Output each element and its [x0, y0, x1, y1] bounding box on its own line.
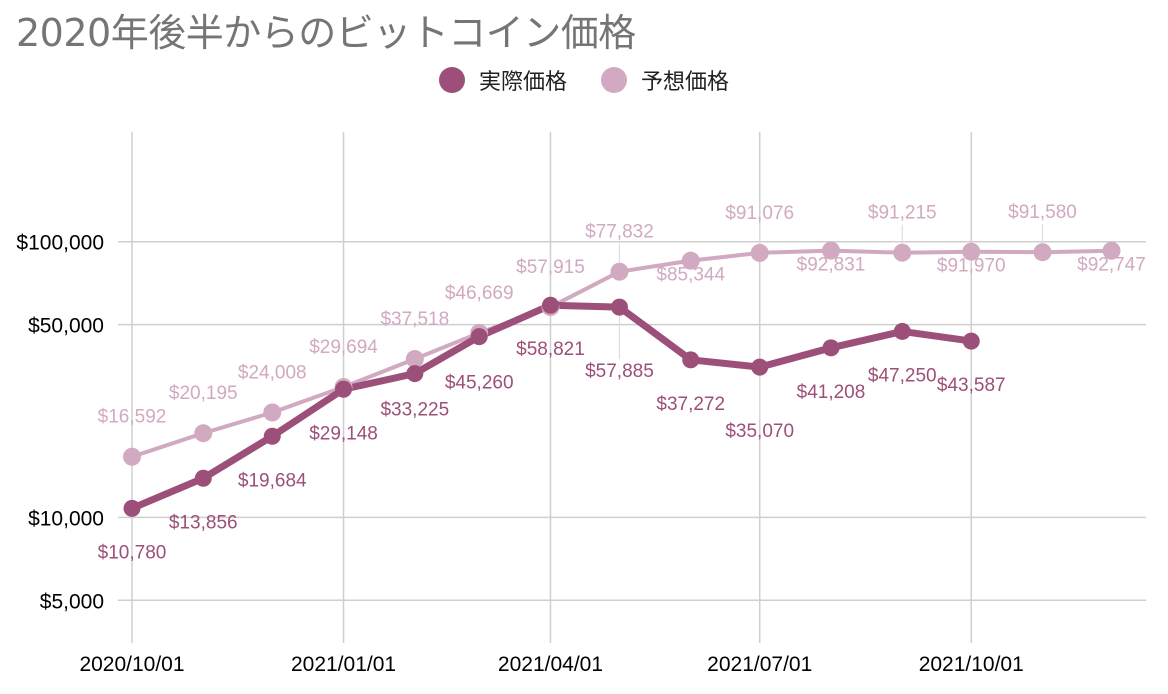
data-label-actual: $41,208 [797, 382, 866, 403]
chart-title: 2020年後半からのビットコイン価格 [16, 11, 636, 55]
legend-label-actual: 実際価格 [478, 70, 567, 95]
data-point-forecast [405, 350, 424, 369]
axis-ticks-layer: $5,000 $10,000 $50,000 $100,000 2020/10/01 20… [16, 232, 1023, 676]
y-tick-label: $5,000 [40, 590, 104, 613]
data-point-forecast [263, 403, 282, 422]
data-label-forecast: $92,747 [1077, 255, 1146, 276]
y-tick-label: $100,000 [16, 232, 104, 255]
data-label-actual: $10,780 [98, 542, 167, 563]
data-point-forecast [194, 424, 213, 443]
data-point-actual [335, 380, 353, 398]
grid-layer [118, 132, 1146, 643]
legend-item-forecast[interactable]: 予想価格 [601, 64, 729, 96]
data-label-actual: $29,148 [309, 423, 378, 444]
data-label-forecast: $37,518 [380, 309, 449, 330]
data-label-forecast: $20,195 [169, 383, 238, 404]
data-label-forecast: $85,344 [656, 265, 725, 286]
data-label-actual: $57,885 [585, 361, 654, 382]
series-points-layer [123, 241, 1121, 517]
x-tick-label: 2020/10/01 [79, 653, 184, 676]
data-point-actual [610, 298, 628, 316]
data-label-actual: $35,070 [725, 421, 794, 442]
data-label-forecast: $92,831 [797, 255, 866, 276]
data-point-actual [470, 328, 488, 346]
legend-swatch-actual [438, 67, 465, 93]
data-point-forecast [750, 243, 769, 262]
data-point-actual [822, 339, 840, 357]
data-point-forecast [123, 447, 141, 466]
data-label-actual: $19,684 [238, 470, 307, 491]
data-label-actual: $43,587 [937, 375, 1006, 396]
data-label-forecast: $77,832 [585, 222, 654, 243]
data-point-forecast [610, 262, 629, 281]
data-label-actual: $37,272 [656, 394, 725, 415]
x-tick-label: 2021/04/01 [498, 653, 603, 676]
y-tick-label: $10,000 [28, 507, 104, 530]
data-point-forecast [681, 251, 700, 270]
data-point-actual [962, 332, 980, 350]
data-point-actual [751, 358, 769, 376]
data-label-actual: $33,225 [380, 400, 449, 421]
data-point-actual [406, 365, 424, 383]
data-label-forecast: $57,915 [516, 257, 585, 278]
data-label-forecast: $91,580 [1008, 202, 1077, 223]
data-point-actual [123, 499, 141, 517]
x-tick-label: 2021/01/01 [291, 653, 396, 676]
x-tick-label: 2021/07/01 [707, 653, 812, 676]
data-label-forecast: $46,669 [445, 283, 514, 304]
data-label-forecast: $16,592 [98, 407, 167, 428]
data-point-actual [541, 296, 559, 314]
chart-legend: 実際価格 予想価格 [0, 64, 1168, 96]
x-tick-label: 2021/10/01 [919, 653, 1024, 676]
legend-label-forecast: 予想価格 [641, 70, 730, 95]
series-line-forecast [130, 248, 1114, 459]
data-point-forecast [962, 242, 981, 261]
data-label-forecast: $91,215 [868, 203, 937, 224]
data-label-actual: $45,260 [445, 373, 514, 394]
data-label-forecast: $24,008 [238, 362, 307, 383]
data-point-actual [263, 427, 281, 445]
legend-swatch-forecast [601, 67, 627, 93]
data-point-forecast [821, 241, 840, 260]
data-point-actual [682, 351, 700, 369]
data-label-forecast: $91,970 [937, 256, 1006, 277]
data-label-actual: $47,250 [868, 365, 937, 386]
y-tick-label: $50,000 [28, 315, 104, 338]
data-point-forecast [1033, 243, 1052, 262]
data-point-forecast [893, 243, 912, 262]
data-point-forecast [1102, 241, 1121, 260]
data-point-actual [893, 322, 911, 340]
data-labels-layer: $16,592$20,195$24,008$29,694$37,518 $46,6… [98, 202, 1146, 563]
leader-lines-layer [618, 224, 1044, 420]
data-label-forecast: $91,076 [725, 203, 794, 224]
data-point-actual [194, 469, 212, 487]
data-label-forecast: $29,694 [309, 337, 378, 358]
legend-item-actual[interactable]: 実際価格 [438, 64, 567, 96]
data-label-actual: $58,821 [516, 339, 585, 360]
data-label-actual: $13,856 [169, 512, 238, 533]
